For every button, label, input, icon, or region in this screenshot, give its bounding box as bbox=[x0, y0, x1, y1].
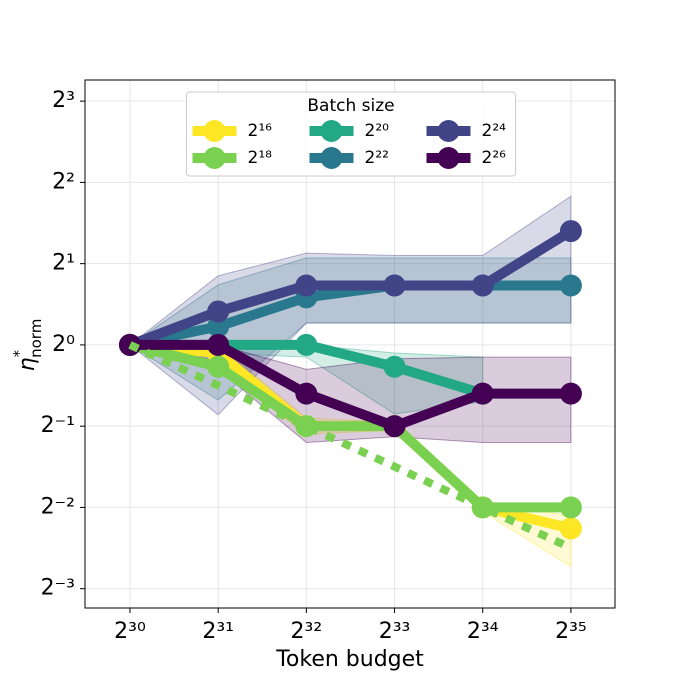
x-tick-label: 2³⁰ bbox=[114, 619, 146, 644]
data-point bbox=[295, 274, 318, 297]
x-tick-label: 2³³ bbox=[379, 619, 411, 644]
legend-label: 2¹⁶ bbox=[248, 121, 273, 141]
x-tick-label: 2³¹ bbox=[202, 619, 234, 644]
data-point bbox=[471, 382, 494, 405]
y-tick-label: 2⁻² bbox=[41, 494, 75, 519]
data-point bbox=[559, 517, 582, 540]
data-point bbox=[295, 382, 318, 405]
x-tick-label: 2³⁵ bbox=[555, 619, 587, 644]
y-tick-label: 2¹ bbox=[52, 251, 75, 276]
legend-marker bbox=[203, 120, 226, 142]
legend-marker bbox=[203, 147, 226, 169]
data-point bbox=[383, 355, 406, 378]
y-tick-label: 2⁰ bbox=[52, 332, 75, 357]
legend-marker bbox=[320, 147, 343, 169]
y-tick-label: 2⁻³ bbox=[41, 576, 75, 601]
x-tick-label: 2³² bbox=[291, 619, 323, 644]
data-point bbox=[383, 274, 406, 297]
legend-label: 2¹⁸ bbox=[248, 148, 273, 168]
y-axis-label: η*norm bbox=[10, 319, 45, 372]
y-label-symbol: η bbox=[15, 357, 40, 371]
series-line bbox=[129, 339, 571, 432]
data-point bbox=[471, 274, 494, 297]
x-axis-label: Token budget bbox=[275, 647, 424, 672]
legend-title: Batch size bbox=[307, 96, 394, 116]
legend-marker bbox=[437, 147, 460, 169]
legend-label: 2²⁶ bbox=[482, 148, 507, 168]
series-line bbox=[128, 340, 571, 513]
series-line bbox=[128, 280, 571, 350]
error-band bbox=[129, 344, 572, 568]
data-point bbox=[559, 382, 582, 405]
fit-line bbox=[128, 341, 573, 552]
data-point bbox=[559, 496, 582, 519]
y-tick-label: 2⁻¹ bbox=[41, 413, 75, 438]
legend-marker bbox=[437, 120, 460, 142]
legend-label: 2²⁴ bbox=[482, 121, 507, 141]
data-point bbox=[559, 220, 582, 243]
plot-frame bbox=[84, 79, 616, 609]
legend-label: 2²² bbox=[365, 148, 389, 168]
x-tick-label: 2³⁴ bbox=[467, 619, 499, 644]
y-label-sub: norm bbox=[27, 319, 45, 358]
data-point bbox=[207, 333, 230, 356]
data-point bbox=[207, 300, 230, 323]
y-label-sup: * bbox=[10, 349, 28, 357]
data-point bbox=[207, 355, 230, 378]
series-line bbox=[128, 226, 574, 350]
data-point bbox=[559, 274, 582, 297]
y-tick-label: 2² bbox=[52, 169, 75, 194]
legend-label: 2²⁰ bbox=[365, 121, 390, 141]
legend-marker bbox=[320, 120, 343, 142]
data-point bbox=[383, 415, 406, 438]
y-tick-label: 2³ bbox=[52, 88, 75, 113]
data-point bbox=[295, 333, 318, 356]
